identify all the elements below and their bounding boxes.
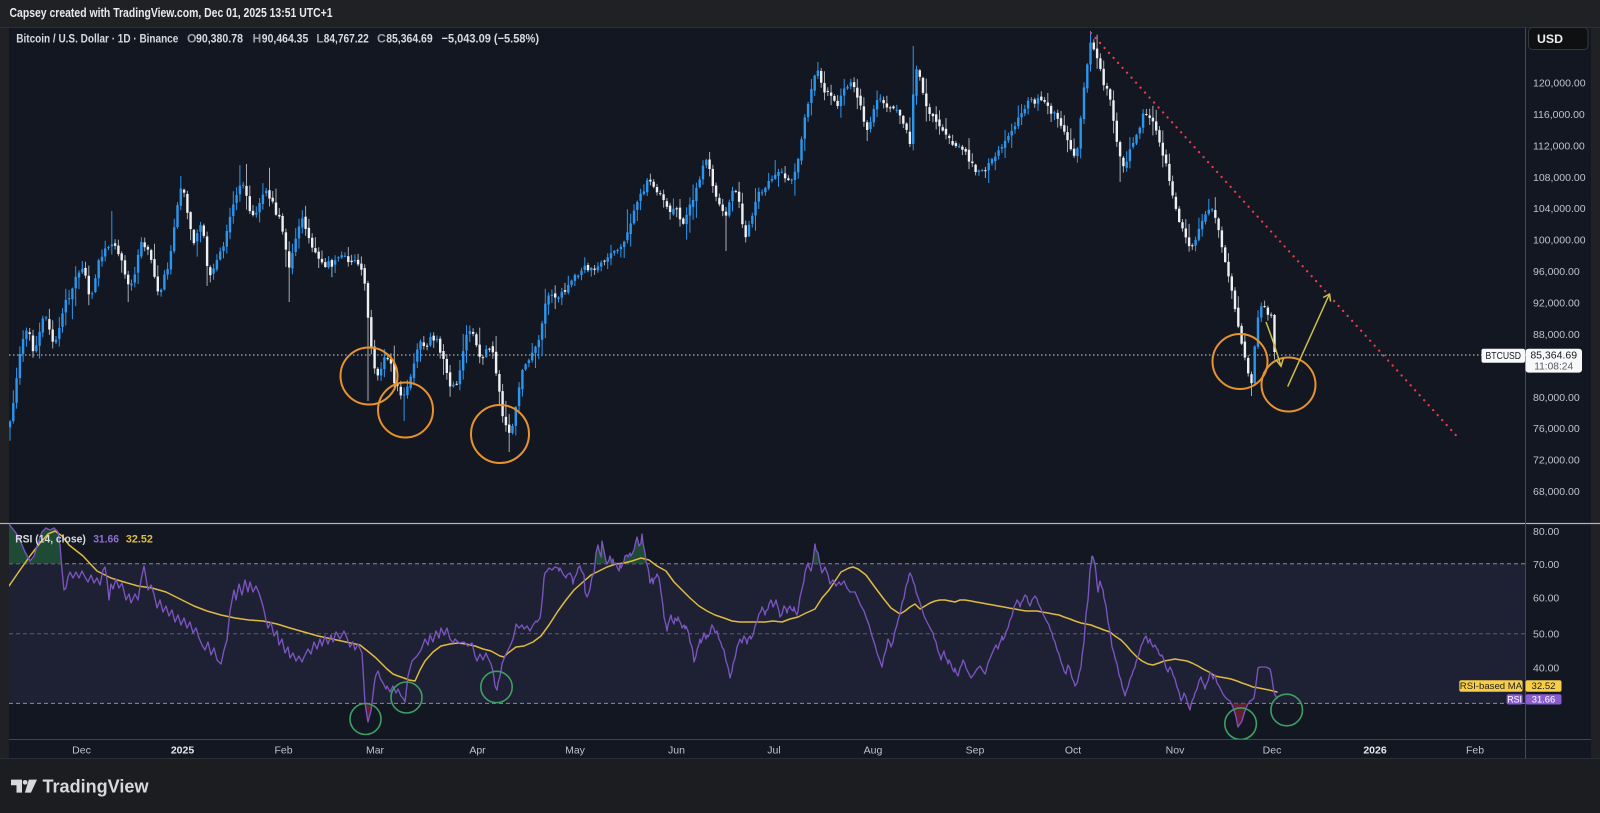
svg-text:88,000.00: 88,000.00 — [1533, 329, 1580, 341]
svg-text:120,000.00: 120,000.00 — [1533, 78, 1586, 90]
svg-text:50.00: 50.00 — [1533, 629, 1559, 641]
svg-text:−5,043.09 (−5.58%): −5,043.09 (−5.58%) — [442, 32, 540, 46]
svg-text:Feb: Feb — [274, 744, 292, 756]
svg-text:Capsey created with TradingVie: Capsey created with TradingView.com, Dec… — [10, 5, 333, 20]
svg-text:Apr: Apr — [469, 744, 486, 756]
svg-text:C: C — [377, 32, 386, 46]
svg-text:84,767.22: 84,767.22 — [324, 32, 369, 46]
svg-text:11:08:24: 11:08:24 — [1534, 361, 1573, 372]
svg-text:40.00: 40.00 — [1533, 662, 1559, 674]
svg-text:90,380.78: 90,380.78 — [196, 32, 243, 46]
svg-text:Dec: Dec — [1263, 744, 1282, 756]
svg-text:H: H — [253, 32, 262, 46]
svg-text:90,464.35: 90,464.35 — [262, 32, 309, 46]
svg-text:RSI (14, close): RSI (14, close) — [15, 534, 86, 546]
svg-text:32.52: 32.52 — [1531, 681, 1555, 692]
svg-text:96,000.00: 96,000.00 — [1533, 266, 1580, 278]
svg-text:104,000.00: 104,000.00 — [1533, 203, 1586, 215]
svg-text:60.00: 60.00 — [1533, 592, 1559, 604]
svg-text:RSI: RSI — [1507, 694, 1522, 704]
svg-text:Jul: Jul — [767, 744, 780, 756]
svg-text:68,000.00: 68,000.00 — [1533, 486, 1580, 498]
svg-text:31.66: 31.66 — [1532, 693, 1555, 704]
svg-text:80,000.00: 80,000.00 — [1533, 392, 1580, 404]
svg-text:76,000.00: 76,000.00 — [1533, 423, 1580, 435]
svg-text:Nov: Nov — [1166, 744, 1185, 756]
svg-text:Oct: Oct — [1065, 744, 1081, 756]
svg-text:Sep: Sep — [966, 744, 985, 756]
svg-text:2025: 2025 — [171, 744, 195, 756]
svg-text:32.52: 32.52 — [126, 534, 153, 546]
svg-text:116,000.00: 116,000.00 — [1533, 109, 1585, 121]
svg-text:L: L — [316, 32, 324, 46]
svg-text:85,364.69: 85,364.69 — [1530, 349, 1577, 361]
svg-text:USD: USD — [1537, 32, 1563, 46]
svg-text:85,364.69: 85,364.69 — [386, 32, 433, 46]
svg-text:BTCUSD: BTCUSD — [1486, 351, 1522, 362]
svg-text:92,000.00: 92,000.00 — [1533, 297, 1580, 309]
svg-text:108,000.00: 108,000.00 — [1533, 172, 1586, 184]
svg-text:100,000.00: 100,000.00 — [1533, 235, 1586, 247]
svg-text:Dec: Dec — [72, 744, 91, 756]
svg-text:2026: 2026 — [1363, 744, 1387, 756]
svg-text:O: O — [187, 32, 196, 46]
svg-text:Aug: Aug — [864, 744, 883, 756]
svg-text:31.66: 31.66 — [93, 534, 119, 546]
svg-text:80.00: 80.00 — [1533, 526, 1559, 538]
svg-text:Jun: Jun — [668, 744, 685, 756]
svg-text:Bitcoin / U.S. Dollar · 1D · B: Bitcoin / U.S. Dollar · 1D · Binance — [16, 32, 178, 46]
svg-text:May: May — [565, 744, 586, 756]
svg-text:112,000.00: 112,000.00 — [1533, 140, 1585, 152]
svg-text:70.00: 70.00 — [1533, 559, 1559, 571]
svg-text:TradingView: TradingView — [43, 776, 150, 796]
svg-text:72,000.00: 72,000.00 — [1533, 454, 1580, 466]
svg-text:RSI-based MA: RSI-based MA — [1460, 681, 1523, 692]
svg-text:Feb: Feb — [1466, 744, 1484, 756]
svg-text:Mar: Mar — [366, 744, 385, 756]
